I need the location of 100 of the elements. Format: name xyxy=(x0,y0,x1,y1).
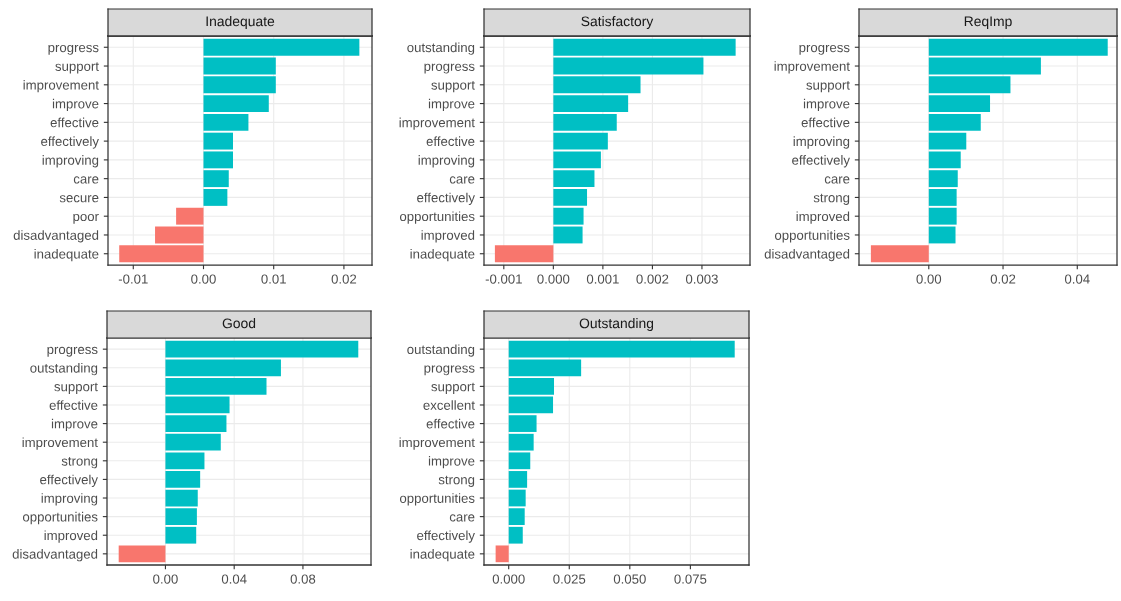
y-tick-label: progress xyxy=(47,346,98,357)
y-tick-label: improvement xyxy=(23,80,99,93)
chart-title: Outstanding xyxy=(579,318,654,331)
y-tick-label: disadvantaged xyxy=(13,230,99,243)
y-tick-label: effectively xyxy=(792,155,850,168)
y-tick-label: improve xyxy=(51,418,98,432)
bar xyxy=(495,545,509,563)
x-tick-label: 0.001 xyxy=(586,274,619,284)
y-tick-label: improve xyxy=(428,456,475,469)
bar xyxy=(203,57,276,75)
y-tick-label: support xyxy=(806,81,850,93)
y-tick-label: improving xyxy=(418,155,475,168)
bar xyxy=(508,396,554,414)
bar xyxy=(203,113,249,131)
bar xyxy=(928,95,991,113)
x-tick-label: 0.02 xyxy=(331,274,357,284)
x-tick-label: 0.00 xyxy=(191,274,216,284)
bar xyxy=(155,226,204,244)
bar xyxy=(553,207,584,225)
bar xyxy=(508,526,523,544)
x-tick-label: 0.08 xyxy=(290,574,316,584)
bar xyxy=(928,113,981,131)
bar xyxy=(494,245,554,263)
y-tick-label: poor xyxy=(73,213,99,224)
y-tick-label: care xyxy=(73,176,99,184)
bar xyxy=(165,508,197,525)
y-tick-label: opportunities xyxy=(399,493,475,506)
y-tick-label: opportunities xyxy=(399,211,475,224)
y-tick-label: opportunities xyxy=(22,511,98,525)
y-tick-label: support xyxy=(55,62,99,74)
y-tick-label: progress xyxy=(799,44,850,55)
y-tick-label: improvement xyxy=(399,117,475,130)
bar xyxy=(165,415,227,432)
y-tick-label: inadequate xyxy=(410,248,475,262)
bar xyxy=(165,396,230,414)
y-tick-label: improvement xyxy=(22,437,98,450)
y-tick-label: effective xyxy=(426,136,475,147)
chart-title: Inadequate xyxy=(206,16,275,29)
x-tick-label: 0.000 xyxy=(492,574,525,584)
bar xyxy=(165,378,267,395)
y-tick-label: improve xyxy=(803,98,850,112)
y-tick-label: improvement xyxy=(399,437,475,450)
y-tick-label: progress xyxy=(424,63,475,74)
bar xyxy=(165,471,201,488)
bar xyxy=(928,57,1041,75)
bar xyxy=(553,57,704,75)
bar xyxy=(928,170,958,188)
y-tick-label: effective xyxy=(426,418,475,429)
bar xyxy=(553,113,617,131)
y-tick-label: strong xyxy=(813,193,850,205)
x-tick-label: 0.00 xyxy=(153,574,178,584)
y-tick-label: care xyxy=(449,176,475,184)
x-tick-label: 0.04 xyxy=(1064,274,1090,284)
y-tick-label: improvement xyxy=(774,61,850,74)
y-tick-label: inadequate xyxy=(34,248,99,262)
y-tick-label: effectively xyxy=(40,474,98,487)
bar xyxy=(928,226,956,244)
y-tick-label: improve xyxy=(52,98,99,112)
bar xyxy=(165,489,198,507)
y-tick-label: outstanding xyxy=(30,362,98,376)
x-tick-label: -0.01 xyxy=(118,274,148,284)
bar xyxy=(203,170,229,188)
y-tick-label: effectively xyxy=(417,192,475,205)
bar xyxy=(118,545,166,563)
x-tick-label: 0.02 xyxy=(990,274,1016,284)
y-tick-label: effectively xyxy=(417,530,475,543)
bar xyxy=(928,207,957,225)
x-tick-label: 0.04 xyxy=(221,574,247,584)
bar xyxy=(119,245,204,263)
x-tick-label: 0.075 xyxy=(674,574,707,584)
y-tick-label: effective xyxy=(49,400,98,410)
y-tick-label: progress xyxy=(424,365,475,376)
y-tick-label: effective xyxy=(50,117,99,128)
y-tick-label: effectively xyxy=(41,136,99,149)
bar xyxy=(176,207,204,225)
chart-title: Satisfactory xyxy=(581,16,654,29)
bar xyxy=(553,170,595,188)
y-tick-label: support xyxy=(431,81,475,93)
bar xyxy=(508,415,537,432)
y-tick-label: strong xyxy=(438,475,475,487)
y-tick-label: opportunities xyxy=(774,230,850,243)
y-tick-label: care xyxy=(824,176,850,184)
bar xyxy=(553,76,641,94)
x-tick-label: -0.001 xyxy=(485,274,522,284)
y-tick-label: support xyxy=(54,382,98,394)
y-tick-label: secure xyxy=(59,195,99,203)
y-tick-label: outstanding xyxy=(407,344,475,357)
bar xyxy=(508,508,525,525)
y-tick-label: improve xyxy=(428,98,475,112)
bar xyxy=(203,76,276,94)
y-tick-label: improving xyxy=(41,493,98,506)
bar xyxy=(928,76,1011,94)
y-tick-label: support xyxy=(431,382,475,394)
y-tick-label: improved xyxy=(44,530,98,543)
x-tick-label: 0.002 xyxy=(636,274,669,284)
x-tick-label: 0.050 xyxy=(613,574,646,584)
y-tick-label: improved xyxy=(421,230,475,243)
x-tick-label: 0.01 xyxy=(261,274,286,284)
y-tick-label: progress xyxy=(48,44,99,55)
x-tick-label: 0.00 xyxy=(916,274,942,284)
